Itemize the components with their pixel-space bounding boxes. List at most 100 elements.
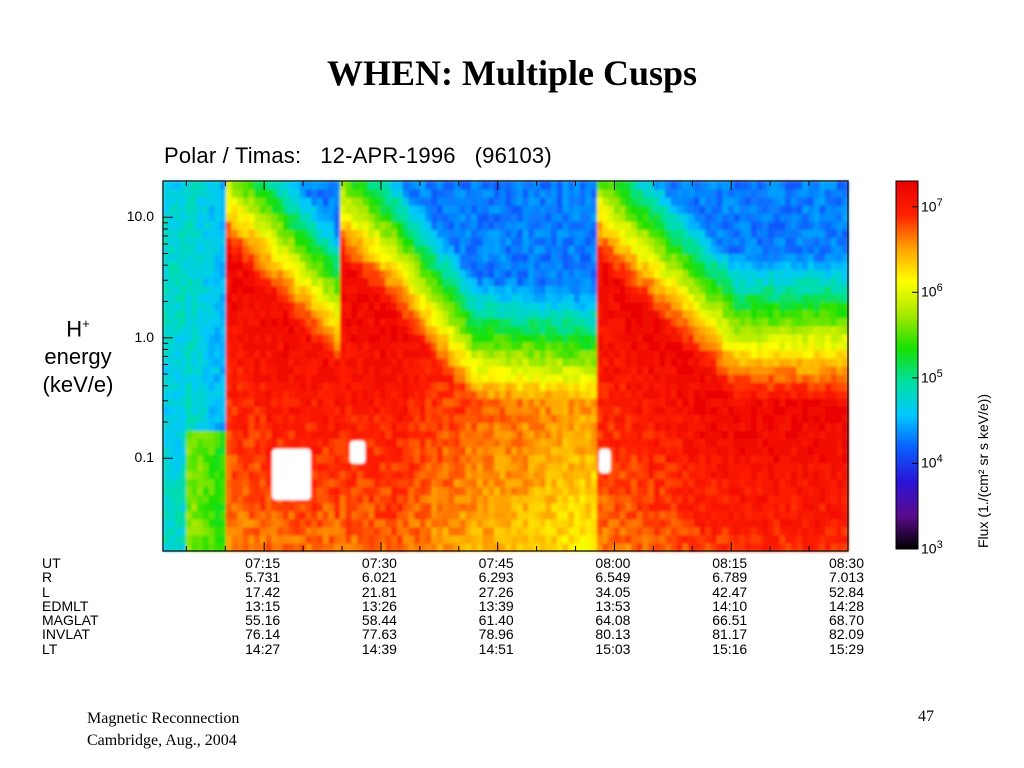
flux-cell: [454, 422, 460, 431]
flux-cell: [734, 390, 740, 399]
flux-cell: [483, 221, 489, 230]
flux-cell: [397, 334, 403, 343]
flux-cell: [740, 446, 746, 455]
flux-cell: [351, 318, 357, 327]
flux-cell: [540, 229, 546, 238]
flux-cell: [608, 342, 614, 351]
flux-cell: [740, 253, 746, 262]
flux-cell: [334, 543, 340, 552]
flux-cell: [340, 318, 346, 327]
flux-cell: [671, 286, 677, 295]
flux-cell: [329, 390, 335, 399]
flux-cell: [762, 326, 768, 335]
flux-cell: [203, 197, 209, 206]
flux-cell: [443, 535, 449, 544]
flux-cell: [488, 422, 494, 431]
flux-cell: [260, 430, 266, 439]
flux-cell: [728, 269, 734, 278]
flux-cell: [700, 446, 706, 455]
flux-cell: [283, 302, 289, 311]
flux-cell: [397, 189, 403, 198]
flux-cell: [728, 237, 734, 246]
flux-cell: [357, 463, 363, 472]
flux-cell: [705, 406, 711, 415]
flux-cell: [523, 471, 529, 480]
flux-cell: [186, 463, 192, 472]
flux-cell: [374, 358, 380, 367]
flux-cell: [648, 189, 654, 198]
flux-cell: [329, 197, 335, 206]
flux-cell: [317, 310, 323, 319]
flux-cell: [369, 438, 375, 447]
flux-cell: [174, 463, 180, 472]
flux-cell: [266, 221, 272, 230]
flux-cell: [471, 414, 477, 423]
flux-cell: [745, 294, 751, 303]
flux-cell: [363, 197, 369, 206]
flux-cell: [226, 221, 232, 230]
flux-cell: [277, 181, 283, 190]
flux-cell: [705, 302, 711, 311]
flux-cell: [762, 366, 768, 375]
flux-cell: [751, 229, 757, 238]
flux-cell: [757, 382, 763, 391]
flux-cell: [289, 511, 295, 520]
flux-cell: [745, 350, 751, 359]
flux-cell: [454, 495, 460, 504]
flux-cell: [665, 422, 671, 431]
flux-cell: [460, 229, 466, 238]
flux-cell: [466, 350, 472, 359]
flux-cell: [591, 269, 597, 278]
flux-cell: [477, 294, 483, 303]
flux-cell: [203, 221, 209, 230]
flux-cell: [466, 430, 472, 439]
flux-cell: [728, 414, 734, 423]
flux-cell: [488, 181, 494, 190]
flux-cell: [637, 294, 643, 303]
flux-cell: [563, 527, 569, 536]
flux-cell: [243, 326, 249, 335]
flux-cell: [580, 519, 586, 528]
flux-cell: [654, 406, 660, 415]
flux-cell: [226, 446, 232, 455]
flux-cell: [591, 495, 597, 504]
flux-cell: [631, 350, 637, 359]
flux-cell: [523, 422, 529, 431]
flux-cell: [249, 181, 255, 190]
flux-cell: [466, 286, 472, 295]
flux-cell: [209, 511, 215, 520]
flux-cell: [574, 221, 580, 230]
flux-cell: [517, 406, 523, 415]
flux-cell: [585, 438, 591, 447]
flux-cell: [580, 278, 586, 287]
flux-cell: [374, 197, 380, 206]
flux-cell: [403, 519, 409, 528]
flux-cell: [266, 286, 272, 295]
flux-cell: [380, 197, 386, 206]
flux-cell: [471, 463, 477, 472]
flux-cell: [580, 310, 586, 319]
flux-cell: [192, 422, 198, 431]
flux-cell: [448, 358, 454, 367]
flux-cell: [700, 326, 706, 335]
flux-cell: [631, 487, 637, 496]
flux-cell: [186, 519, 192, 528]
flux-cell: [768, 358, 774, 367]
flux-cell: [711, 454, 717, 463]
flux-cell: [745, 229, 751, 238]
flux-cell: [237, 350, 243, 359]
flux-cell: [323, 406, 329, 415]
flux-cell: [351, 398, 357, 407]
flux-cell: [408, 213, 414, 222]
flux-cell: [294, 229, 300, 238]
flux-cell: [466, 181, 472, 190]
flux-cell: [517, 294, 523, 303]
flux-cell: [369, 406, 375, 415]
flux-cell: [214, 205, 220, 214]
flux-cell: [169, 463, 175, 472]
flux-cell: [671, 535, 677, 544]
flux-cell: [249, 382, 255, 391]
flux-cell: [740, 422, 746, 431]
flux-cell: [369, 189, 375, 198]
flux-cell: [700, 221, 706, 230]
